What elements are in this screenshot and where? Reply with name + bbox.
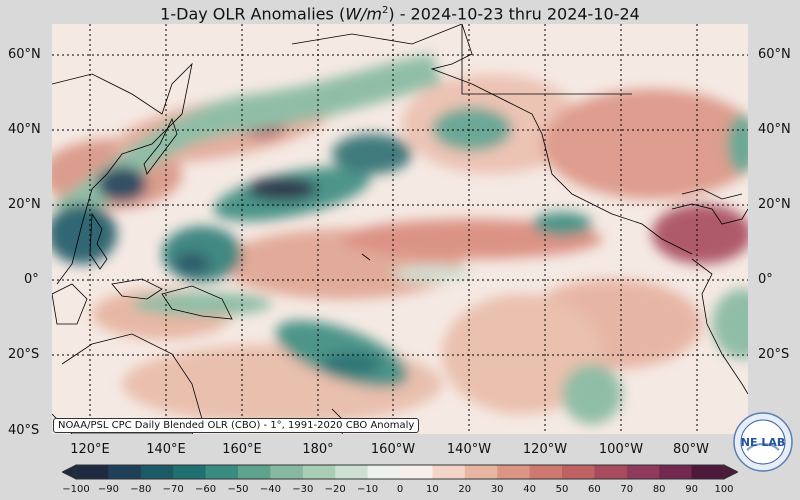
colorbar-cell [497,465,531,479]
colorbar-cell [400,465,433,479]
lon-label-100w: 100°W [598,442,644,457]
colorbar-cell [594,465,628,479]
lon-label-140e: 140°E [146,442,186,457]
colorbar-tick-label: 0 [396,484,404,495]
lon-label-160w: 160°W [370,442,416,457]
map-title: 1-Day OLR Anomalies (W/m2) - 2024-10-23 … [160,4,640,24]
colorbar-tick-label: 30 [490,484,504,495]
colorbar-tick-label: 60 [588,484,601,495]
lon-label-180: 180° [302,442,334,457]
colorbar-tick-label: −80 [130,484,152,495]
colorbar-cell [562,465,595,479]
colorbar-cell [691,465,725,479]
nevlab-logo: NE LAB [733,412,793,472]
colorbar-tick-label: −90 [97,484,119,495]
lon-label-160e: 160°E [222,442,262,457]
colorbar-cell [205,465,239,479]
lat-label-60n: 60°N [8,47,41,62]
colorbar-tick-label: 80 [652,484,666,495]
lon-label-120w: 120°W [522,442,568,457]
lat-label-40s: 40°S [8,423,40,438]
colorbar-cell [626,465,660,479]
lat-label-0: 0° [24,272,39,287]
colorbar-cell [173,465,207,479]
olr-anomaly-field [52,24,748,434]
colorbar-tick-label: 10 [426,484,439,495]
colorbar-tick-label: 50 [555,484,569,495]
colorbar-cell [529,465,563,479]
lon-label-140w: 140°W [446,442,492,457]
graticule [52,24,748,434]
lat-label-0-right: 0° [758,272,773,287]
lat-label-20s-right: 20°S [758,347,790,362]
colorbar-tick-label: −40 [259,484,281,495]
colorbar-cell [140,465,174,479]
lat-label-20s: 20°S [8,347,40,362]
colorbar-cell [464,465,498,479]
colorbar-cell [270,465,304,479]
lat-label-20n-right: 20°N [758,197,791,212]
lon-label-120e: 120°E [70,442,110,457]
colorbar-tick-label: −10 [357,484,379,495]
colorbar-cell [432,465,466,479]
colorbar-tick-label: −20 [324,484,346,495]
colorbar-cell [108,465,142,479]
colorbar-cell [659,465,693,479]
lon-label-80w: 80°W [673,442,709,457]
source-note: NOAA/PSL CPC Daily Blended OLR (CBO) - 1… [53,418,420,433]
lat-label-40n: 40°N [8,122,41,137]
colorbar-arrow-low [62,464,77,480]
colorbar-tick-label: −60 [195,484,217,495]
colorbar-tick-label: 40 [523,484,536,495]
svg-text:NE LAB: NE LAB [741,436,785,449]
olr-map [52,24,748,434]
colorbar-tick-label: 20 [458,484,472,495]
colorbar [62,464,738,480]
colorbar-tick-label: −30 [292,484,314,495]
lat-label-40n-right: 40°N [758,122,791,137]
colorbar-tick-label: −70 [162,484,184,495]
colorbar-cell [76,465,109,479]
colorbar-tick-label: −100 [62,484,90,495]
colorbar-tick-label: 100 [714,484,734,495]
lat-label-20n: 20°N [8,197,41,212]
colorbar-cell [335,465,369,479]
lat-label-60n-right: 60°N [758,47,791,62]
colorbar-tick-label: 90 [685,484,698,495]
colorbar-tick-label: −50 [227,484,249,495]
colorbar-cell [238,465,271,479]
colorbar-cell [367,465,401,479]
colorbar-cell [302,465,336,479]
colorbar-tick-label: 70 [620,484,634,495]
